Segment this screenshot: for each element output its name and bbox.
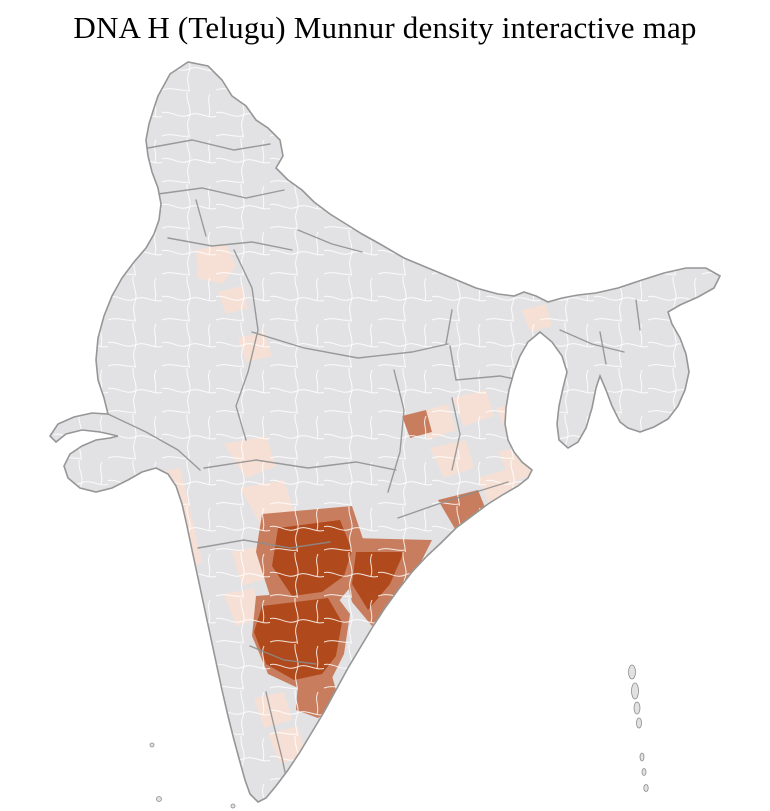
islands bbox=[149, 664, 649, 809]
island-andaman[interactable] bbox=[628, 664, 636, 680]
state-border bbox=[635, 299, 641, 331]
state-border bbox=[599, 331, 607, 365]
state-border bbox=[195, 199, 207, 237]
island-nicobar[interactable] bbox=[641, 768, 647, 776]
state-border bbox=[445, 309, 453, 345]
state-border bbox=[397, 481, 509, 519]
island-lakshadweep[interactable] bbox=[149, 742, 155, 748]
state-border bbox=[197, 539, 331, 549]
district-low-density[interactable] bbox=[298, 750, 332, 784]
india-outline bbox=[48, 61, 722, 803]
island-andaman[interactable] bbox=[633, 701, 641, 715]
state-border bbox=[167, 237, 293, 251]
island-andaman[interactable] bbox=[631, 682, 639, 700]
state-borders bbox=[107, 139, 641, 787]
state-border bbox=[451, 397, 461, 471]
state-border bbox=[297, 229, 363, 253]
map-title: DNA H (Telugu) Munnur density interactiv… bbox=[73, 10, 697, 45]
state-border bbox=[203, 459, 397, 471]
island-nicobar[interactable] bbox=[639, 752, 645, 762]
state-border bbox=[249, 645, 317, 665]
state-border bbox=[559, 329, 625, 353]
state-border bbox=[233, 249, 259, 441]
island-dot[interactable] bbox=[230, 803, 236, 809]
state-border bbox=[107, 413, 201, 471]
state-border bbox=[265, 691, 289, 787]
island-andaman[interactable] bbox=[636, 717, 642, 729]
state-border bbox=[147, 139, 271, 151]
state-border bbox=[157, 187, 285, 199]
state-border bbox=[387, 369, 405, 493]
state-border bbox=[251, 331, 449, 359]
island-lakshadweep[interactable] bbox=[156, 796, 162, 802]
district-metro-dark[interactable] bbox=[514, 432, 542, 460]
island-nicobar[interactable] bbox=[643, 784, 649, 792]
